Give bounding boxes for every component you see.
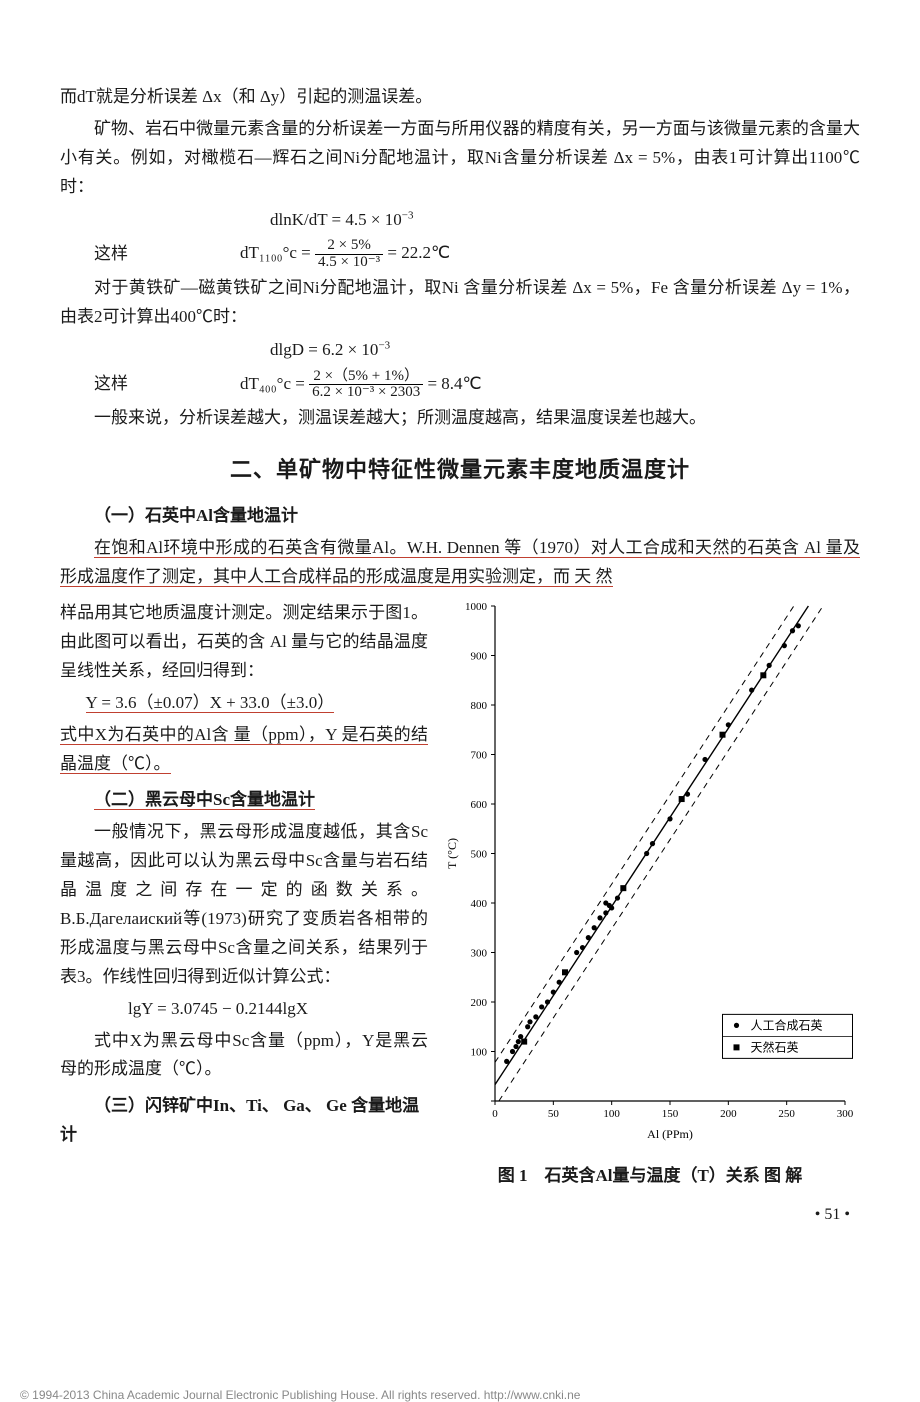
paragraph-3: 对于黄铁矿—磁黄铁矿之间Ni分配地温计，取Ni 含量分析误差 Δx = 5%，F… — [60, 274, 860, 332]
svg-text:100: 100 — [603, 1108, 620, 1120]
page-number: • 51 • — [60, 1201, 860, 1228]
paragraph-1: 而dT就是分析误差 Δx（和 Δy）引起的测温误差。 — [60, 83, 860, 112]
paragraph-6: 式中X为石英中的Al含 量（ppm），Y 是石英的结晶温度（℃）。 — [60, 721, 428, 779]
svg-text:天然石英: 天然石英 — [751, 1039, 799, 1054]
paragraph-5b: 样品用其它地质温度计测定。测定结果示于图1。由此图可以看出，石英的含 Al 量与… — [60, 599, 428, 686]
paragraph-7: 一般情况下，黑云母形成温度越低，其含Sc量越高，因此可以认为黑云母中Sc含量与岩… — [60, 818, 428, 991]
eq-label: 这样 — [60, 370, 240, 399]
svg-text:400: 400 — [471, 898, 488, 910]
equation-5: Y = 3.6（±0.07）X + 33.0（±3.0） — [60, 689, 428, 718]
figure-1: 100 200 300 400 500 600 700 800 900 1000 0 50 100 150… — [440, 596, 860, 1156]
svg-text:150: 150 — [662, 1108, 679, 1120]
svg-text:100: 100 — [471, 1047, 488, 1059]
svg-text:Al (PPm): Al (PPm) — [647, 1127, 693, 1141]
svg-text:300: 300 — [471, 948, 488, 960]
svg-text:0: 0 — [492, 1108, 498, 1120]
svg-text:800: 800 — [471, 700, 488, 712]
svg-text:200: 200 — [471, 997, 488, 1009]
svg-text:T (°C): T (°C) — [445, 838, 459, 869]
subheading-2: （二）黑云母中Sc含量地温计 — [60, 786, 428, 815]
eq-label: 这样 — [60, 240, 240, 269]
equation-4: 这样 dT₄₀₀°c = 2 ×（5% + 1%）6.2 × 10⁻³ × 23… — [60, 369, 860, 402]
svg-text:700: 700 — [471, 750, 488, 762]
paragraph-2: 矿物、岩石中微量元素含量的分析误差一方面与所用仪器的精度有关，另一方面与该微量元… — [60, 115, 860, 202]
svg-text:200: 200 — [720, 1108, 737, 1120]
subheading-3: （三）闪锌矿中In、Ti、 Ga、 Ge 含量地温计 — [60, 1092, 428, 1150]
equation-3: dlgD = 6.2 × 10−3 — [60, 336, 860, 365]
svg-text:人工合成石英: 人工合成石英 — [751, 1017, 823, 1032]
svg-text:1000: 1000 — [465, 601, 488, 613]
paragraph-8: 式中X为黑云母中Sc含量（ppm），Y是黑云母的形成温度（℃）。 — [60, 1027, 428, 1085]
equation-6: lgY = 3.0745 − 0.2144lgX — [60, 995, 428, 1024]
svg-text:50: 50 — [548, 1108, 560, 1120]
paragraph-4: 一般来说，分析误差越大，测温误差越大；所测温度越高，结果温度误差也越大。 — [60, 404, 860, 433]
chart-svg: 100 200 300 400 500 600 700 800 900 1000 0 50 100 150… — [440, 596, 860, 1156]
section-heading-2: 二、单矿物中特征性微量元素丰度地质温度计 — [60, 451, 860, 488]
svg-text:900: 900 — [471, 651, 488, 663]
svg-text:600: 600 — [471, 799, 488, 811]
equation-1: dlnK/dT = 4.5 × 10−3 — [60, 206, 860, 235]
paragraph-5a: 在饱和Al环境中形成的石英含有微量Al。W.H. Dennen 等（1970）对… — [60, 534, 860, 592]
svg-text:300: 300 — [837, 1108, 854, 1120]
svg-text:250: 250 — [778, 1108, 795, 1120]
equation-2: 这样 dT₁₁₀₀°c = 2 × 5%4.5 × 10⁻³ = 22.2℃ — [60, 238, 860, 271]
figure-1-caption: 图 1 石英含Al量与温度（T）关系 图 解 — [440, 1162, 860, 1191]
subheading-1: （一）石英中Al含量地温计 — [60, 502, 860, 531]
svg-text:500: 500 — [471, 849, 488, 861]
copyright-footer: © 1994-2013 China Academic Journal Elect… — [0, 1388, 920, 1402]
